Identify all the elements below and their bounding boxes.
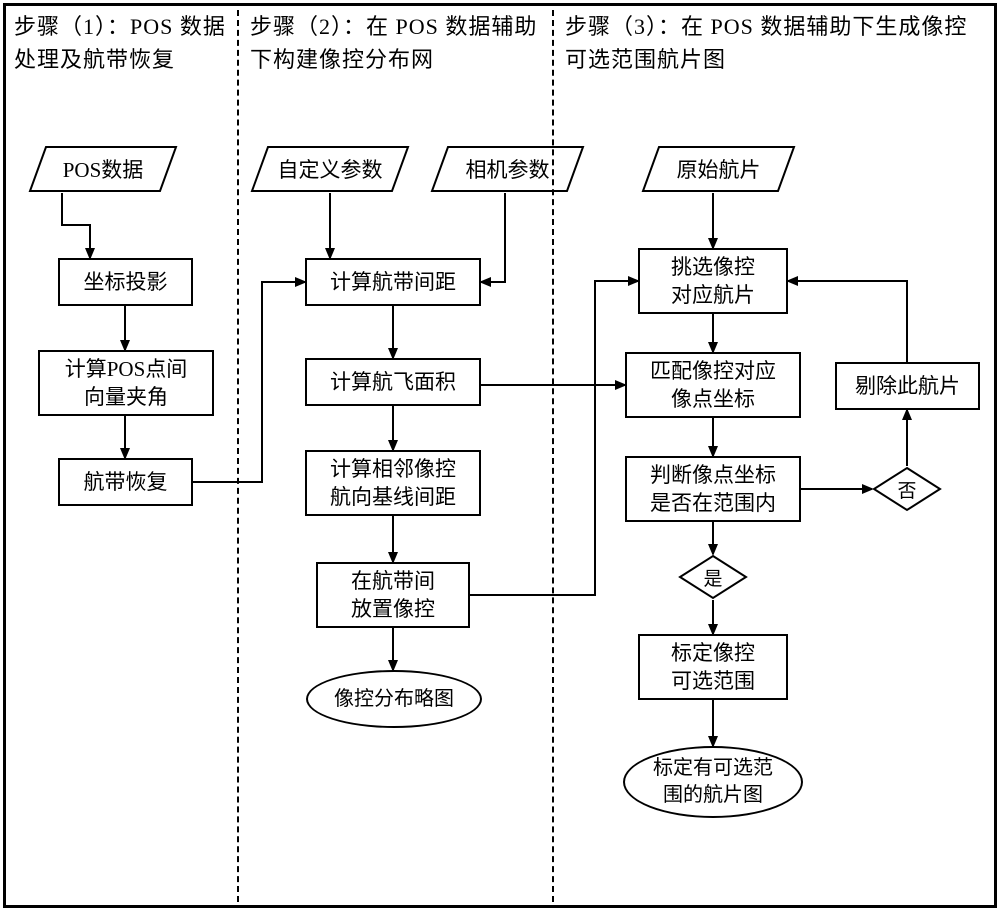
box-select-photo: 挑选像控对应航片 xyxy=(638,248,788,314)
box-calc-vector-angle: 计算POS点间向量夹角 xyxy=(38,350,214,416)
box-judge-range: 判断像点坐标是否在范围内 xyxy=(625,456,801,522)
output-calibrated-photos: 标定有可选范围的航片图 xyxy=(623,746,803,818)
divider-2 xyxy=(552,10,554,902)
box-calc-base-dist: 计算相邻像控航向基线间距 xyxy=(305,450,481,516)
step2-title: 步骤（2）：在 POS 数据辅助下构建像控分布网 xyxy=(250,10,545,76)
box-place-control: 在航带间放置像控 xyxy=(316,562,470,628)
box-remove-photo: 剔除此航片 xyxy=(835,362,980,410)
input-raw-photos: 原始航片 xyxy=(641,145,796,193)
box-calc-flight-area: 计算航飞面积 xyxy=(305,358,481,406)
divider-1 xyxy=(237,10,239,902)
box-calc-strip-dist: 计算航带间距 xyxy=(305,258,481,306)
output-control-map: 像控分布略图 xyxy=(306,670,482,728)
input-custom-params: 自定义参数 xyxy=(250,145,410,193)
input-pos-data: POS数据 xyxy=(28,145,178,193)
box-coord-proj: 坐标投影 xyxy=(58,258,193,306)
decision-yes: 是 xyxy=(678,554,748,600)
box-match-coords: 匹配像控对应像点坐标 xyxy=(625,352,801,418)
decision-no: 否 xyxy=(872,466,942,512)
step1-title: 步骤（1）：POS 数据处理及航带恢复 xyxy=(14,10,229,76)
diagram-border xyxy=(3,3,997,908)
input-camera-params: 相机参数 xyxy=(430,145,585,193)
box-calibrate: 标定像控可选范围 xyxy=(638,634,788,700)
step3-title: 步骤（3）：在 POS 数据辅助下生成像控可选范围航片图 xyxy=(565,10,985,76)
box-strip-recovery: 航带恢复 xyxy=(58,458,193,506)
